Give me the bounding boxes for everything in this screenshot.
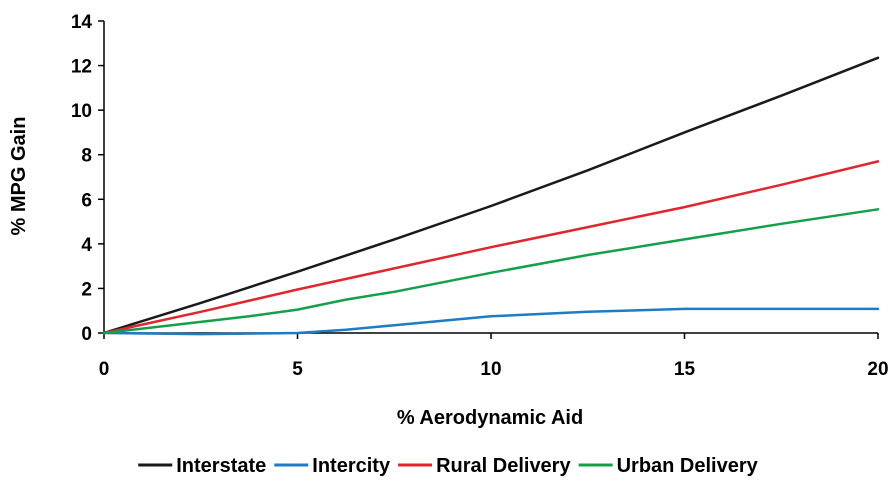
series-line-intercity bbox=[102, 307, 880, 336]
x-axis-title: % Aerodynamic Aid bbox=[397, 407, 583, 429]
y-tick-label: 8 bbox=[81, 146, 92, 167]
y-axis-title: % MPG Gain bbox=[8, 117, 30, 236]
legend-item-interstate: Interstate bbox=[138, 455, 266, 477]
axes bbox=[98, 20, 879, 339]
x-tick-label: 15 bbox=[674, 359, 696, 380]
series-lines bbox=[102, 56, 880, 336]
legend-label: Interstate bbox=[176, 455, 266, 477]
series-line-urban-delivery bbox=[102, 208, 880, 335]
legend-label: Rural Delivery bbox=[436, 455, 571, 477]
x-tick-label: 20 bbox=[867, 359, 888, 380]
y-tick-label: 2 bbox=[81, 279, 92, 300]
legend-label: Intercity bbox=[312, 455, 391, 477]
x-tick-label: 0 bbox=[99, 359, 110, 380]
series-line-rural-delivery bbox=[102, 160, 880, 335]
legend-item-rural-delivery: Rural Delivery bbox=[398, 455, 571, 477]
legend-item-urban-delivery: Urban Delivery bbox=[578, 455, 759, 477]
y-tick-label: 14 bbox=[71, 12, 93, 33]
y-tick-label: 6 bbox=[81, 190, 92, 211]
legend-item-intercity: Intercity bbox=[274, 455, 391, 477]
y-tick-label: 10 bbox=[71, 101, 92, 122]
tick-labels: 0 2 4 6 8 10 12 14 0 5 10 15 20 bbox=[71, 12, 889, 380]
y-tick-label: 12 bbox=[71, 57, 92, 78]
y-tick-label: 4 bbox=[81, 235, 92, 256]
legend-label: Urban Delivery bbox=[617, 455, 759, 477]
legend: Interstate Intercity Rural Delivery Urban D… bbox=[138, 455, 759, 477]
x-tick-label: 10 bbox=[480, 359, 501, 380]
y-tick-label: 0 bbox=[81, 324, 92, 345]
series-line-interstate bbox=[102, 56, 880, 335]
x-tick-label: 5 bbox=[292, 359, 303, 380]
